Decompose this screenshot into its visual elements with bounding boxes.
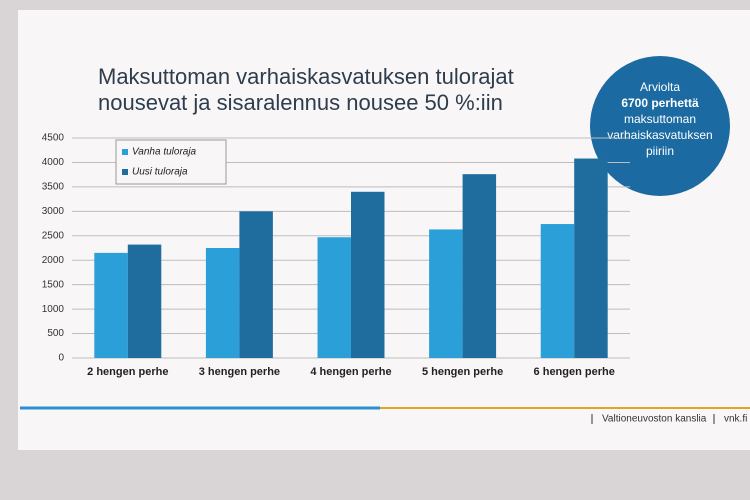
bar <box>429 229 463 358</box>
x-tick-label: 2 hengen perhe <box>87 366 168 378</box>
y-tick-label: 1000 <box>42 304 65 315</box>
y-tick-label: 1500 <box>42 279 65 290</box>
bubble-text: varhaiskasvatuksen <box>607 128 712 142</box>
bar <box>351 191 385 358</box>
footer-organization: Valtioneuvoston kanslia <box>602 414 707 425</box>
bar <box>239 211 273 358</box>
legend-label: Uusi tuloraja <box>132 167 188 178</box>
bar <box>317 237 351 358</box>
legend-swatch <box>122 169 128 175</box>
bubble-text: Arviolta <box>640 80 680 94</box>
x-tick-label: 3 hengen perhe <box>199 366 280 378</box>
y-tick-label: 4000 <box>42 157 65 168</box>
legend-swatch <box>122 149 128 155</box>
y-tick-label: 2000 <box>42 255 65 266</box>
x-tick-label: 5 hengen perhe <box>422 366 503 378</box>
info-bubble <box>590 56 730 196</box>
bubble-text: 6700 perhettä <box>621 96 699 110</box>
title-line: Maksuttoman varhaiskasvatuksen tulorajat <box>98 64 514 89</box>
y-tick-label: 2500 <box>42 230 65 241</box>
bar <box>462 174 497 358</box>
legend-label: Vanha tuloraja <box>132 147 197 158</box>
bar <box>574 158 608 358</box>
y-tick-label: 3500 <box>42 182 65 193</box>
bubble-text: piiriin <box>646 144 674 158</box>
legend-box <box>115 139 227 185</box>
bar <box>540 224 575 358</box>
x-tick-label: 6 hengen perhe <box>534 366 615 378</box>
x-tick-label: 4 hengen perhe <box>310 366 391 378</box>
footer-site: vnk.fi <box>724 414 747 425</box>
bubble-text: maksuttoman <box>624 112 696 126</box>
y-tick-label: 3000 <box>42 206 65 217</box>
title-line: nousevat ja sisaralennus nousee 50 %:iin <box>98 90 503 115</box>
bar <box>205 248 240 358</box>
y-tick-label: 4500 <box>42 133 65 144</box>
bar <box>94 252 128 358</box>
bar <box>127 244 162 358</box>
y-tick-label: 500 <box>47 328 64 339</box>
y-tick-label: 0 <box>58 353 64 364</box>
